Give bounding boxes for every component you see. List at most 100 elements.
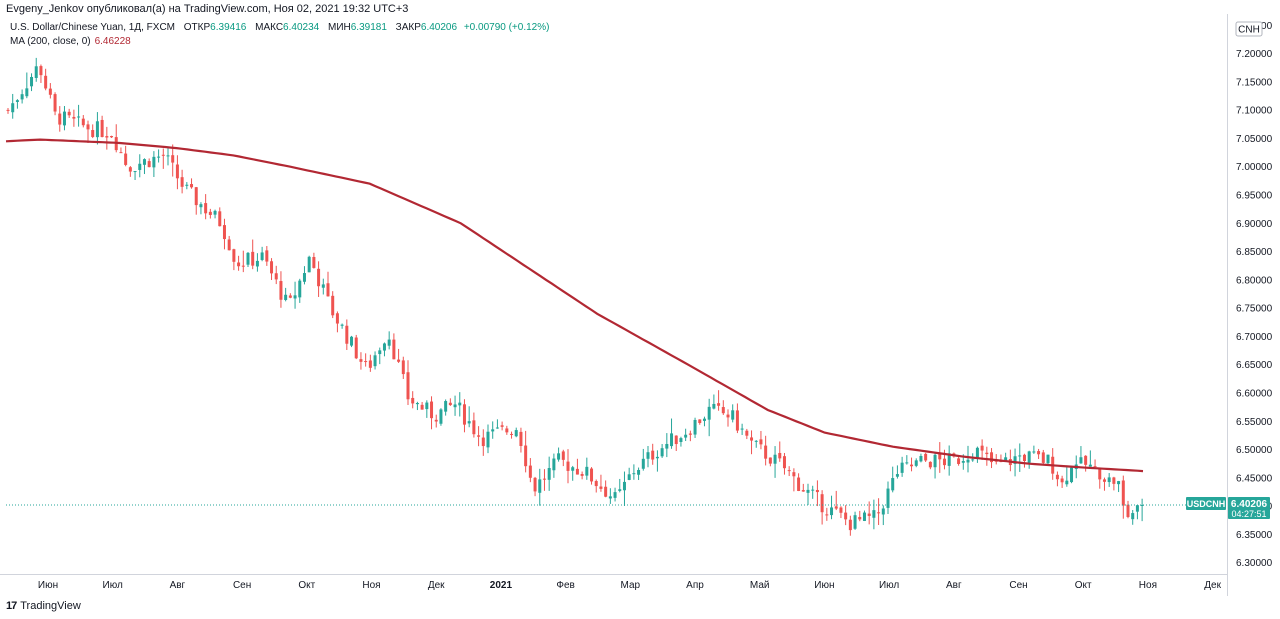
candle-body	[161, 154, 165, 156]
candle-body	[961, 461, 965, 463]
candle-body	[1093, 466, 1097, 468]
y-tick-label: 6.30000	[1236, 558, 1273, 569]
candle-body	[773, 454, 777, 464]
candle-body	[350, 336, 354, 346]
candle-body	[105, 136, 109, 138]
candle-body	[886, 488, 890, 508]
x-tick-label: Мар	[621, 580, 641, 591]
candle-body	[900, 462, 904, 473]
candle-body	[721, 407, 725, 414]
candle-body	[975, 447, 979, 458]
candle-body	[411, 397, 415, 404]
candle-body	[180, 177, 184, 187]
candle-body	[552, 458, 556, 471]
candle-body	[580, 474, 584, 476]
candle-body	[331, 295, 335, 316]
candle-body	[15, 100, 19, 102]
close-value: 6.40206	[420, 22, 458, 33]
candle-body	[815, 489, 819, 493]
candle-body	[1041, 452, 1045, 463]
y-tick-label: 6.65000	[1236, 360, 1273, 371]
published-line: Evgeny_Jenkov опубликовал(а) на TradingV…	[6, 3, 409, 15]
candle-body	[754, 440, 758, 442]
candle-body	[731, 410, 735, 420]
candle-body	[1135, 505, 1139, 512]
x-tick-label: Июл	[103, 580, 123, 591]
candle-body	[971, 459, 975, 461]
candle-body	[142, 159, 146, 165]
candle-body	[895, 474, 899, 477]
candle-body	[321, 284, 325, 288]
candle-body	[740, 428, 744, 430]
candle-body	[674, 435, 678, 445]
candle-body	[712, 403, 716, 409]
candle-body	[194, 187, 198, 206]
candle-body	[467, 421, 471, 424]
candle-body	[124, 153, 128, 165]
candle-body	[175, 164, 179, 179]
x-tick-label: Сен	[1009, 580, 1027, 591]
candle-body	[782, 456, 786, 469]
candle-body	[430, 401, 434, 419]
candle-body	[48, 88, 52, 95]
candle-body	[185, 184, 189, 186]
y-tick-label: 6.75000	[1236, 304, 1273, 315]
candle-body	[660, 448, 664, 457]
low-value: 6.39181	[350, 22, 387, 33]
candle-body	[528, 465, 532, 478]
price-badge: USDCNH 6.40206 04:27:51	[1186, 497, 1270, 519]
y-tick-label: 6.90000	[1236, 219, 1273, 230]
currency-badge: CNH	[1235, 21, 1263, 37]
candle-body	[980, 445, 984, 451]
candle-body	[693, 419, 697, 435]
candle-body	[858, 516, 862, 520]
candle-body	[891, 478, 895, 491]
candle-body	[862, 512, 866, 521]
candle-body	[679, 438, 683, 442]
candle-body	[171, 155, 175, 163]
candle-body	[204, 203, 208, 214]
y-tick-label: 6.95000	[1236, 191, 1273, 202]
tradingview-logo[interactable]: 17 TradingView	[6, 600, 81, 612]
candle-body	[39, 66, 43, 76]
candle-body	[910, 464, 914, 467]
candle-body	[166, 155, 170, 157]
candle-body	[246, 252, 250, 265]
candle-body	[138, 163, 142, 170]
candle-body	[1098, 467, 1102, 480]
candle-body	[604, 486, 608, 497]
candle-body	[990, 452, 994, 463]
price-axis[interactable]: 7.250007.200007.150007.100007.050007.000…	[1236, 21, 1273, 569]
candle-body	[594, 481, 598, 487]
x-tick-label: Дек	[428, 580, 445, 591]
candle-body	[237, 262, 241, 267]
candle-body	[147, 161, 151, 168]
candle-body	[1027, 451, 1031, 463]
y-tick-label: 6.45000	[1236, 473, 1273, 484]
candle-body	[340, 324, 344, 326]
candle-body	[157, 156, 161, 158]
candle-body	[942, 458, 946, 466]
candle-body	[853, 515, 857, 529]
time-axis[interactable]: Июн Июл Авг Сен Окт Ноя Дек 2021 Фев Мар Апр Май Июн…	[38, 580, 1222, 591]
symbol-title: U.S. Dollar/Chinese Yuan, 1Д, FXCM	[10, 22, 175, 33]
x-tick-label: Ноя	[362, 580, 380, 591]
candle-body	[95, 121, 99, 138]
candle-body	[688, 433, 692, 435]
indicator-legend[interactable]: MA (200, close, 0) 6.46228	[10, 36, 131, 47]
candle-body	[434, 419, 438, 422]
candle-body	[1022, 454, 1026, 462]
candle-body	[745, 430, 749, 436]
last-price-label: 6.40206	[1231, 499, 1268, 510]
high-value: 6.40234	[283, 22, 320, 33]
candle-body	[872, 510, 876, 518]
candle-body	[227, 239, 231, 251]
candle-body	[6, 109, 10, 111]
brand-label: TradingView	[20, 600, 81, 612]
candle-body	[1140, 504, 1144, 506]
candle-body	[867, 513, 871, 516]
candle-body	[25, 88, 29, 97]
candle-body	[255, 260, 259, 267]
candle-body	[655, 456, 659, 459]
